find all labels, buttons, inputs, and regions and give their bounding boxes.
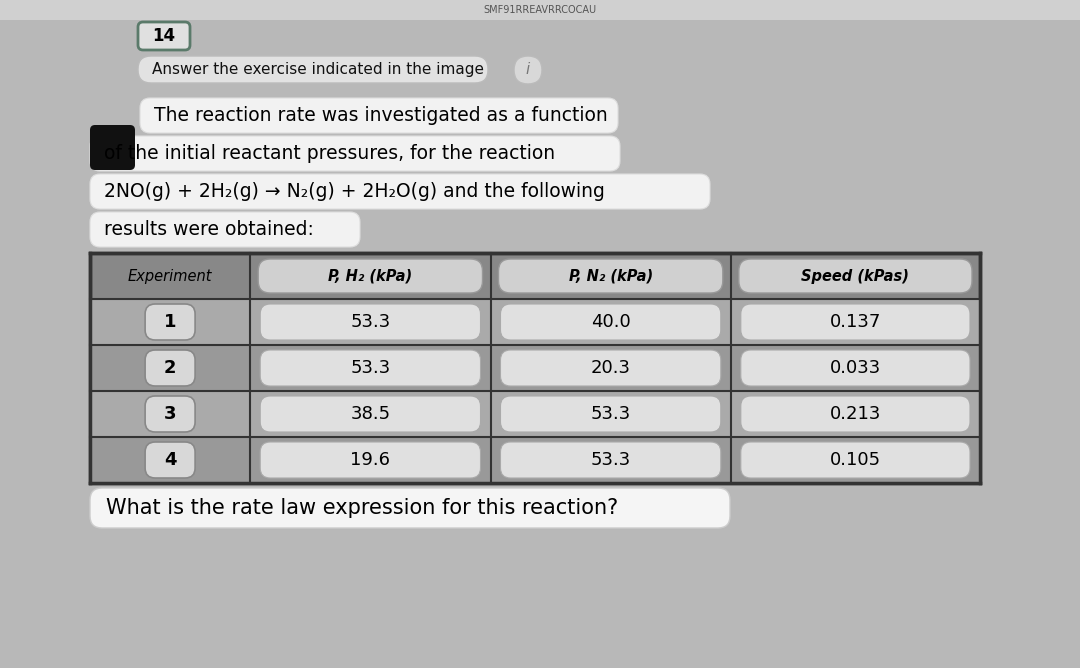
FancyBboxPatch shape xyxy=(90,212,360,247)
Bar xyxy=(90,437,980,483)
FancyBboxPatch shape xyxy=(741,396,970,432)
FancyBboxPatch shape xyxy=(499,259,723,293)
Text: 14: 14 xyxy=(152,27,176,45)
FancyBboxPatch shape xyxy=(260,396,481,432)
Bar xyxy=(90,253,980,483)
FancyBboxPatch shape xyxy=(145,304,195,340)
FancyBboxPatch shape xyxy=(739,259,972,293)
Text: The reaction rate was investigated as a function: The reaction rate was investigated as a … xyxy=(154,106,608,125)
FancyBboxPatch shape xyxy=(138,56,488,83)
FancyBboxPatch shape xyxy=(138,22,190,50)
Text: i: i xyxy=(526,63,530,77)
FancyBboxPatch shape xyxy=(90,488,730,528)
Text: 0.105: 0.105 xyxy=(829,451,881,469)
Text: 53.3: 53.3 xyxy=(350,359,391,377)
FancyBboxPatch shape xyxy=(260,350,481,386)
Text: 19.6: 19.6 xyxy=(350,451,390,469)
Text: 53.3: 53.3 xyxy=(591,451,631,469)
Bar xyxy=(90,391,980,437)
Text: 53.3: 53.3 xyxy=(591,405,631,423)
FancyBboxPatch shape xyxy=(140,98,618,133)
Text: SMF91RREAVRRCOCAU: SMF91RREAVRRCOCAU xyxy=(484,5,596,15)
Text: 4: 4 xyxy=(164,451,176,469)
FancyBboxPatch shape xyxy=(260,442,481,478)
Text: What is the rate law expression for this reaction?: What is the rate law expression for this… xyxy=(106,498,618,518)
FancyBboxPatch shape xyxy=(500,304,720,340)
FancyBboxPatch shape xyxy=(260,304,481,340)
Text: 40.0: 40.0 xyxy=(591,313,631,331)
Bar xyxy=(90,299,980,345)
FancyBboxPatch shape xyxy=(514,56,542,84)
FancyBboxPatch shape xyxy=(741,304,970,340)
FancyBboxPatch shape xyxy=(500,396,720,432)
Text: 1: 1 xyxy=(164,313,176,331)
FancyBboxPatch shape xyxy=(90,136,620,171)
Text: 0.033: 0.033 xyxy=(829,359,881,377)
Text: Experiment: Experiment xyxy=(127,269,213,283)
Text: Answer the exercise indicated in the image: Answer the exercise indicated in the ima… xyxy=(152,62,484,77)
Text: 53.3: 53.3 xyxy=(350,313,391,331)
FancyBboxPatch shape xyxy=(741,442,970,478)
FancyBboxPatch shape xyxy=(145,350,195,386)
FancyBboxPatch shape xyxy=(145,442,195,478)
Text: 0.137: 0.137 xyxy=(829,313,881,331)
FancyBboxPatch shape xyxy=(90,125,135,170)
FancyBboxPatch shape xyxy=(741,350,970,386)
FancyBboxPatch shape xyxy=(500,442,720,478)
FancyBboxPatch shape xyxy=(258,259,483,293)
Text: 20.3: 20.3 xyxy=(591,359,631,377)
FancyBboxPatch shape xyxy=(145,396,195,432)
FancyBboxPatch shape xyxy=(500,350,720,386)
Text: of the initial reactant pressures, for the reaction: of the initial reactant pressures, for t… xyxy=(104,144,555,163)
Text: Speed (kPas): Speed (kPas) xyxy=(801,269,909,283)
Bar xyxy=(0,0,1080,20)
Text: 2NO(g) + 2H₂(g) → N₂(g) + 2H₂O(g) and the following: 2NO(g) + 2H₂(g) → N₂(g) + 2H₂O(g) and th… xyxy=(104,182,605,201)
Text: 0.213: 0.213 xyxy=(829,405,881,423)
FancyBboxPatch shape xyxy=(90,174,710,209)
Text: 3: 3 xyxy=(164,405,176,423)
Text: P, N₂ (kPa): P, N₂ (kPa) xyxy=(568,269,652,283)
Text: P, H₂ (kPa): P, H₂ (kPa) xyxy=(328,269,413,283)
Text: 2: 2 xyxy=(164,359,176,377)
Text: results were obtained:: results were obtained: xyxy=(104,220,314,239)
Text: 38.5: 38.5 xyxy=(350,405,390,423)
Bar xyxy=(90,345,980,391)
